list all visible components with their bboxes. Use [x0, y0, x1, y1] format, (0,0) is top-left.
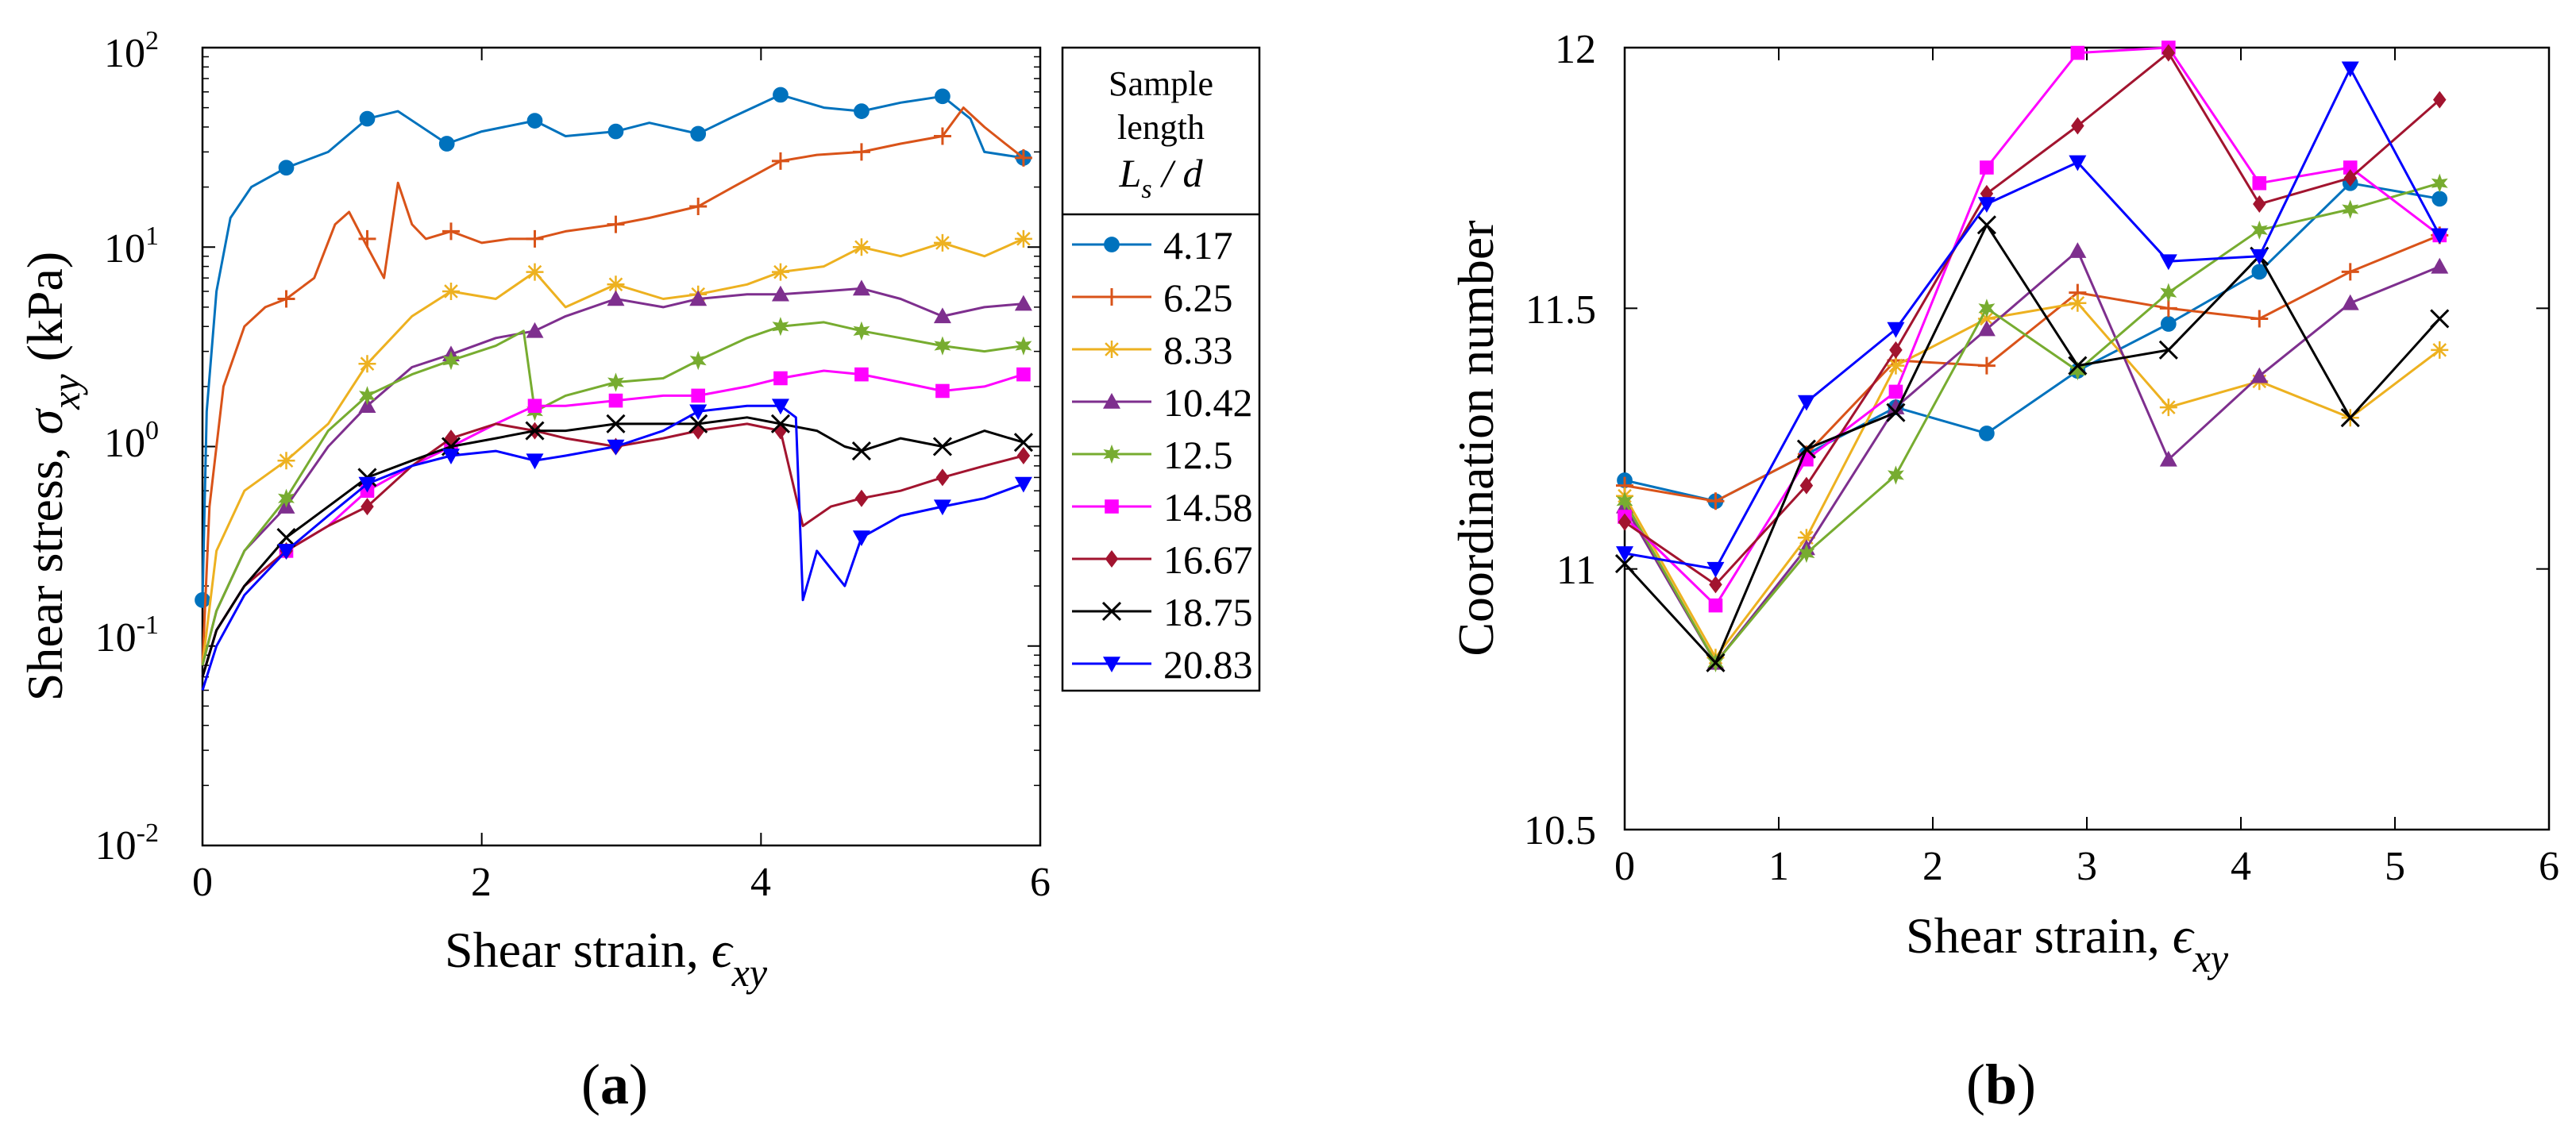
data-point-marker — [854, 104, 870, 119]
data-point-marker — [773, 372, 788, 386]
panel-b-x-axis-label: Shear strain, ϵxy — [1906, 907, 2229, 980]
panel-b-y-axis-label: Coordination number — [1448, 220, 1504, 656]
legend-swatch-marker — [1105, 237, 1120, 252]
data-point-marker — [439, 137, 454, 152]
b-xtick-label: 6 — [2539, 844, 2559, 889]
data-point-marker — [2069, 295, 2086, 312]
legend-swatch-marker — [1103, 341, 1120, 358]
b-ytick-label: 11.5 — [1525, 287, 1596, 333]
a-ytick-label: 101 — [104, 221, 159, 272]
data-point-marker — [691, 389, 705, 403]
data-point-marker — [526, 264, 543, 281]
data-point-marker — [935, 384, 950, 399]
legend-swatch-marker — [1105, 499, 1119, 514]
panel-b-x-tick-labels: 0 1 2 3 4 5 6 — [1614, 844, 2559, 889]
legend-entry-label: 18.75 — [1163, 590, 1253, 634]
legend-entry-label: 8.33 — [1163, 328, 1233, 372]
data-point-marker — [934, 234, 951, 252]
data-point-marker — [1016, 368, 1031, 382]
data-point-marker — [2431, 341, 2448, 359]
b-ytick-label: 12 — [1555, 27, 1596, 72]
data-point-marker — [442, 283, 460, 300]
a-ytick-label: 100 — [104, 416, 159, 466]
data-point-marker — [1980, 426, 1995, 441]
data-point-marker — [360, 111, 375, 126]
b-xtick-label: 3 — [2077, 844, 2097, 889]
data-point-marker — [853, 238, 870, 256]
data-point-marker — [2161, 317, 2176, 332]
panel-a-chart: 102 101 100 10-1 10-2 0 2 4 6 Shear stra… — [17, 26, 1259, 995]
data-point-marker — [772, 264, 789, 281]
data-point-marker — [608, 124, 623, 139]
data-point-marker — [2071, 46, 2085, 60]
b-xtick-label: 2 — [1922, 844, 1943, 889]
panel-b-plot-frame — [1625, 48, 2549, 830]
a-xtick-label: 4 — [750, 860, 771, 905]
data-point-marker — [854, 368, 869, 382]
panel-a-x-axis-label: Shear strain, ϵxy — [445, 922, 768, 995]
b-ytick-label: 10.5 — [1524, 808, 1596, 853]
data-point-marker — [2252, 176, 2266, 191]
a-ytick-label: 10-1 — [95, 610, 159, 661]
a-xtick-label: 6 — [1030, 860, 1051, 905]
panel-a-y-tick-labels: 102 101 100 10-1 10-2 — [95, 26, 159, 868]
data-point-marker — [527, 114, 542, 129]
panel-b-label: (b) — [1966, 1052, 2036, 1118]
legend-entry-label: 4.17 — [1163, 223, 1233, 268]
legend-entry-label: 20.83 — [1163, 642, 1253, 687]
panel-a-y-axis-label: Shear stress, σxy (kPa) — [17, 252, 88, 702]
data-point-marker — [691, 126, 706, 141]
legend-title-line1: Sample — [1109, 64, 1213, 103]
data-point-marker — [528, 399, 542, 413]
panel-b-y-tick-labels: 10.5 11 11.5 12 — [1524, 27, 1596, 853]
legend-entry-label: 14.58 — [1163, 485, 1253, 530]
a-xtick-label: 2 — [471, 860, 492, 905]
b-xtick-label: 4 — [2231, 844, 2251, 889]
data-point-marker — [279, 160, 294, 175]
a-ytick-label: 10-2 — [95, 818, 159, 868]
data-point-marker — [2432, 191, 2447, 206]
panel-a-label: (a) — [581, 1052, 648, 1118]
b-ytick-label: 11 — [1556, 548, 1596, 593]
data-point-marker — [609, 394, 623, 408]
data-point-marker — [1980, 160, 1994, 175]
legend-entry-label: 12.5 — [1163, 433, 1233, 477]
data-point-marker — [773, 87, 789, 102]
data-point-marker — [1889, 385, 1903, 399]
b-xtick-label: 0 — [1614, 844, 1635, 889]
b-xtick-label: 5 — [2385, 844, 2405, 889]
legend-title-line2: length — [1117, 108, 1205, 147]
data-point-marker — [2160, 399, 2177, 416]
legend: Sample length Ls / d 4.17 6.25 8.33 10.4… — [1062, 48, 1259, 691]
data-point-marker — [358, 355, 376, 372]
data-point-marker — [935, 89, 951, 104]
data-point-marker — [278, 452, 295, 469]
b-xtick-label: 1 — [1768, 844, 1789, 889]
a-xtick-label: 0 — [192, 860, 213, 905]
legend-entry-label: 16.67 — [1163, 537, 1253, 582]
legend-entry-label: 10.42 — [1163, 380, 1253, 425]
data-point-marker — [195, 592, 210, 607]
a-ytick-label: 102 — [104, 26, 159, 76]
data-point-marker — [1709, 599, 1723, 613]
legend-entry-label: 6.25 — [1163, 275, 1233, 320]
data-point-marker — [1015, 230, 1032, 248]
panel-b-chart: 10.5 11 11.5 12 0 1 2 3 4 5 6 Shear stra… — [1448, 27, 2559, 980]
panel-a-x-tick-labels: 0 2 4 6 — [192, 860, 1051, 905]
